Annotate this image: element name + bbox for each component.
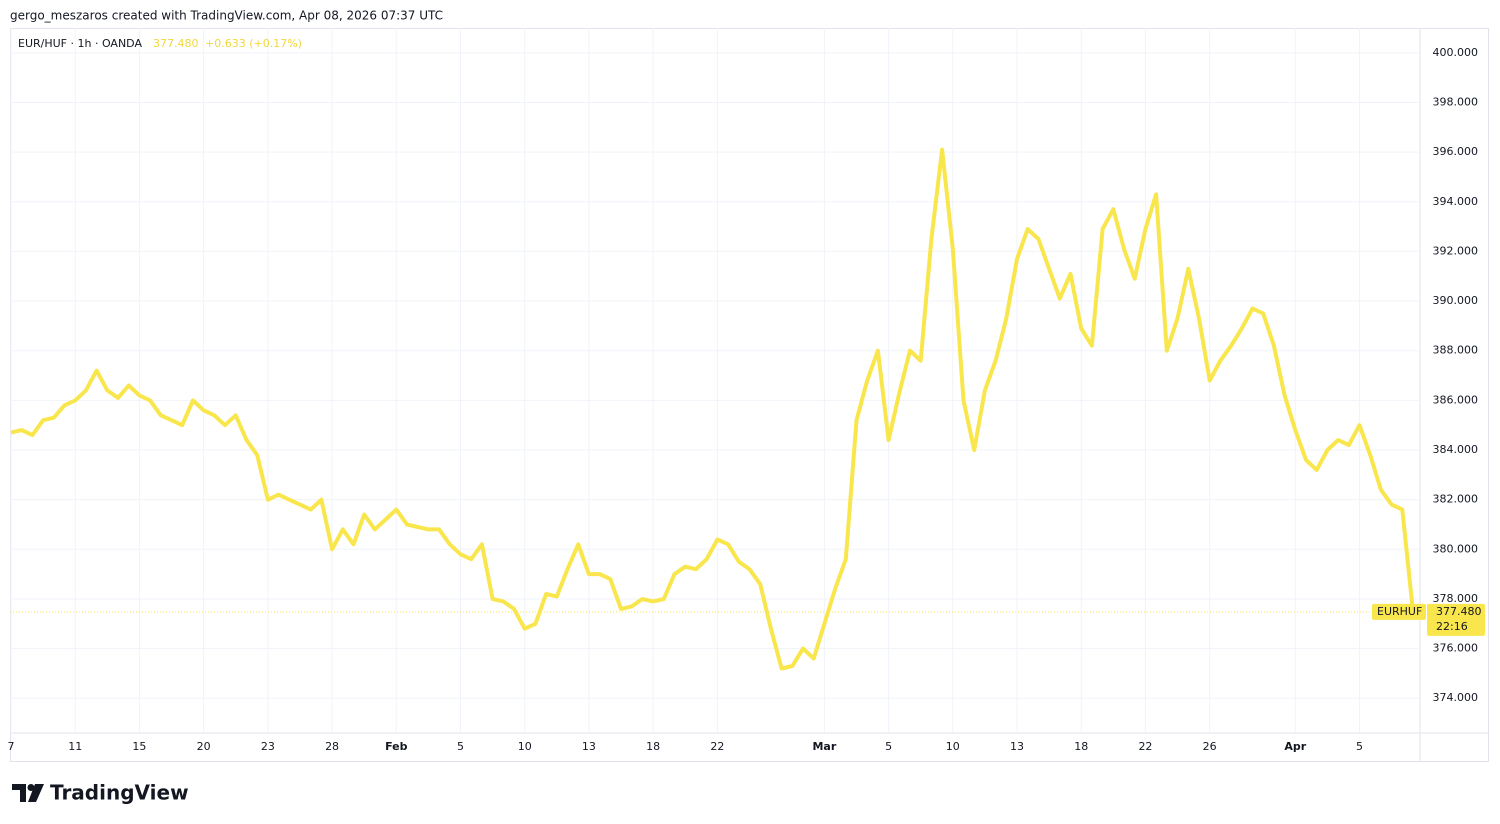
price-tag-name: EURHUF [1377,605,1422,618]
legend-change: +0.633 (+0.17%) [205,37,302,50]
price-tag-countdown: 22:16 [1436,620,1468,633]
y-tick-label: 390.000 [1433,294,1479,307]
x-tick-label: Mar [812,740,836,753]
logo-icon [27,784,35,791]
x-tick-label: 5 [1356,740,1363,753]
x-tick-label: 18 [1074,740,1088,753]
x-tick-label: 13 [1010,740,1024,753]
x-tick-label: 10 [946,740,960,753]
x-tick-label: 13 [582,740,596,753]
y-tick-label: 396.000 [1433,145,1479,158]
y-tick-label: 384.000 [1433,443,1479,456]
symbol-info: EUR/HUF · 1h · OANDA [18,37,142,50]
y-tick-label: 400.000 [1433,46,1479,59]
logo-text: TradingView [50,781,189,805]
y-tick-label: 388.000 [1433,344,1479,357]
y-tick-label: 392.000 [1433,244,1479,257]
logo: TradingView [12,781,189,805]
price-tag-bg [1427,603,1485,636]
y-tick-label: 398.000 [1433,95,1479,108]
price-tag-value: 377.480 [1436,605,1482,618]
x-tick-label: Apr [1284,740,1306,753]
logo-icon [28,784,44,802]
x-tick-label: 22 [710,740,724,753]
legend-price: 377.480 [153,37,199,50]
x-tick-label: 7 [8,740,15,753]
x-tick-label: 22 [1138,740,1152,753]
grid [10,28,1420,733]
plot [10,147,1415,671]
logo-icon [12,784,26,802]
x-tick-label: Feb [385,740,408,753]
y-tick-label: 386.000 [1433,393,1479,406]
price-tag-bg [1372,603,1426,620]
y-tick-label: 376.000 [1433,642,1479,655]
y-tick-label: 382.000 [1433,493,1479,506]
x-tick-label: 10 [518,740,532,753]
attribution: gergo_meszaros created with TradingView.… [10,9,443,23]
price-line [10,147,1415,671]
y-tick-label: 374.000 [1433,691,1479,704]
x-tick-label: 11 [68,740,82,753]
x-tick-label: 26 [1203,740,1217,753]
x-tick-label: 28 [325,740,339,753]
x-tick-label: 18 [646,740,660,753]
x-tick-label: 5 [457,740,464,753]
x-tick-label: 15 [132,740,146,753]
y-tick-label: 394.000 [1433,195,1479,208]
x-tick-label: 23 [261,740,275,753]
x-tick-label: 20 [197,740,211,753]
y-tick-label: 378.000 [1433,592,1479,605]
x-tick-label: 5 [885,740,892,753]
y-tick-label: 380.000 [1433,542,1479,555]
